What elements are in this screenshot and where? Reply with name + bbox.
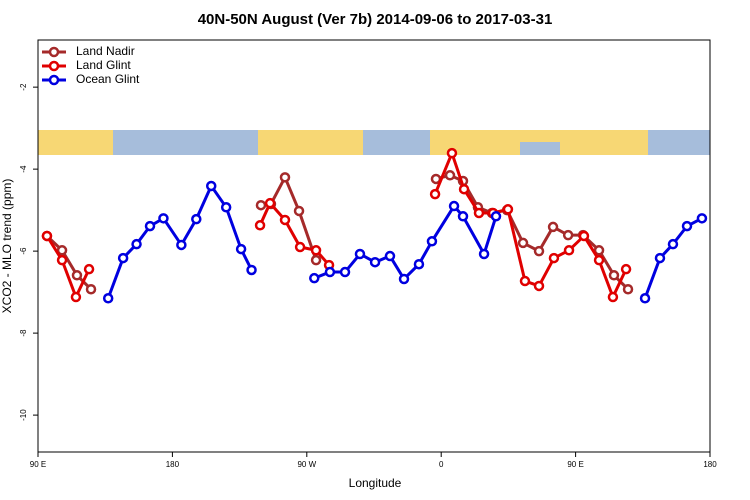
point: [309, 272, 320, 284]
point: [517, 237, 529, 249]
water-block: [520, 142, 560, 155]
legend-marker: [48, 60, 60, 72]
point: [384, 250, 396, 262]
map-strip: [38, 130, 710, 155]
point: [102, 293, 114, 304]
land-block: [38, 130, 113, 155]
point: [473, 207, 485, 219]
point: [446, 147, 458, 159]
point: [83, 263, 95, 275]
point: [533, 245, 545, 257]
y-axis-label: XCO2 - MLO trend (ppm): [0, 179, 14, 314]
x-tick-label: 90 E: [567, 460, 583, 469]
point: [620, 263, 632, 275]
point: [696, 213, 708, 224]
point: [235, 243, 247, 255]
point: [639, 293, 651, 304]
point: [490, 211, 502, 222]
point: [563, 245, 575, 256]
point: [354, 248, 366, 260]
point: [593, 245, 605, 256]
x-tick-label: 180: [166, 460, 180, 469]
land-block: [258, 130, 363, 155]
point: [654, 252, 666, 264]
point: [158, 213, 169, 224]
legend-marker: [48, 46, 60, 58]
point: [519, 275, 531, 287]
point: [548, 252, 560, 264]
point: [607, 291, 619, 303]
point: [56, 254, 68, 266]
point: [191, 213, 202, 225]
point: [70, 291, 82, 303]
point: [176, 239, 187, 251]
point: [293, 205, 305, 217]
legend-label: Land Glint: [76, 58, 131, 72]
point: [255, 199, 267, 211]
legend-label: Land Nadir: [76, 44, 135, 58]
point: [85, 283, 97, 295]
point: [310, 254, 322, 266]
chart-title: 40N-50N August (Ver 7b) 2014-09-06 to 20…: [198, 11, 553, 28]
point: [426, 236, 438, 247]
point: [429, 188, 441, 200]
point: [547, 221, 559, 233]
point: [279, 214, 291, 226]
point: [398, 273, 410, 285]
y-tick-label: -6: [19, 247, 28, 255]
point: [369, 256, 381, 268]
y-tick-label: -8: [19, 329, 28, 337]
x-tick-label: 90 E: [30, 460, 46, 469]
point: [131, 238, 142, 250]
point: [502, 204, 514, 215]
legend-marker: [48, 74, 60, 86]
point: [205, 180, 217, 192]
point: [458, 183, 470, 195]
x-tick-label: 0: [439, 460, 444, 469]
point: [448, 200, 460, 212]
point: [457, 211, 469, 222]
point: [478, 248, 490, 260]
y-tick-label: -2: [19, 83, 28, 91]
x-tick-label: 90 W: [297, 460, 316, 469]
point: [593, 254, 605, 266]
y-tick-label: -4: [19, 165, 28, 173]
point: [264, 197, 276, 209]
plot-frame: [37, 39, 711, 453]
point: [533, 280, 545, 292]
point: [681, 220, 693, 232]
point: [294, 241, 306, 253]
point: [339, 266, 351, 278]
point: [413, 258, 425, 270]
point: [622, 283, 634, 295]
point: [117, 252, 129, 264]
point: [254, 220, 266, 231]
point: [310, 245, 322, 256]
point: [71, 270, 83, 281]
point: [144, 220, 156, 232]
x-axis-label: Longitude: [349, 476, 402, 490]
x-tick-label: 180: [703, 460, 717, 469]
point: [608, 270, 620, 281]
point: [246, 264, 257, 276]
point: [667, 238, 679, 250]
point: [444, 170, 456, 181]
legend-label: Ocean Glint: [76, 72, 140, 86]
point: [220, 202, 232, 213]
point: [279, 172, 291, 183]
y-tick-label: -10: [19, 409, 28, 421]
point: [324, 266, 336, 278]
point: [56, 245, 68, 256]
point: [578, 230, 590, 242]
point: [562, 229, 574, 241]
point: [41, 230, 53, 242]
series-line: [45, 148, 628, 301]
